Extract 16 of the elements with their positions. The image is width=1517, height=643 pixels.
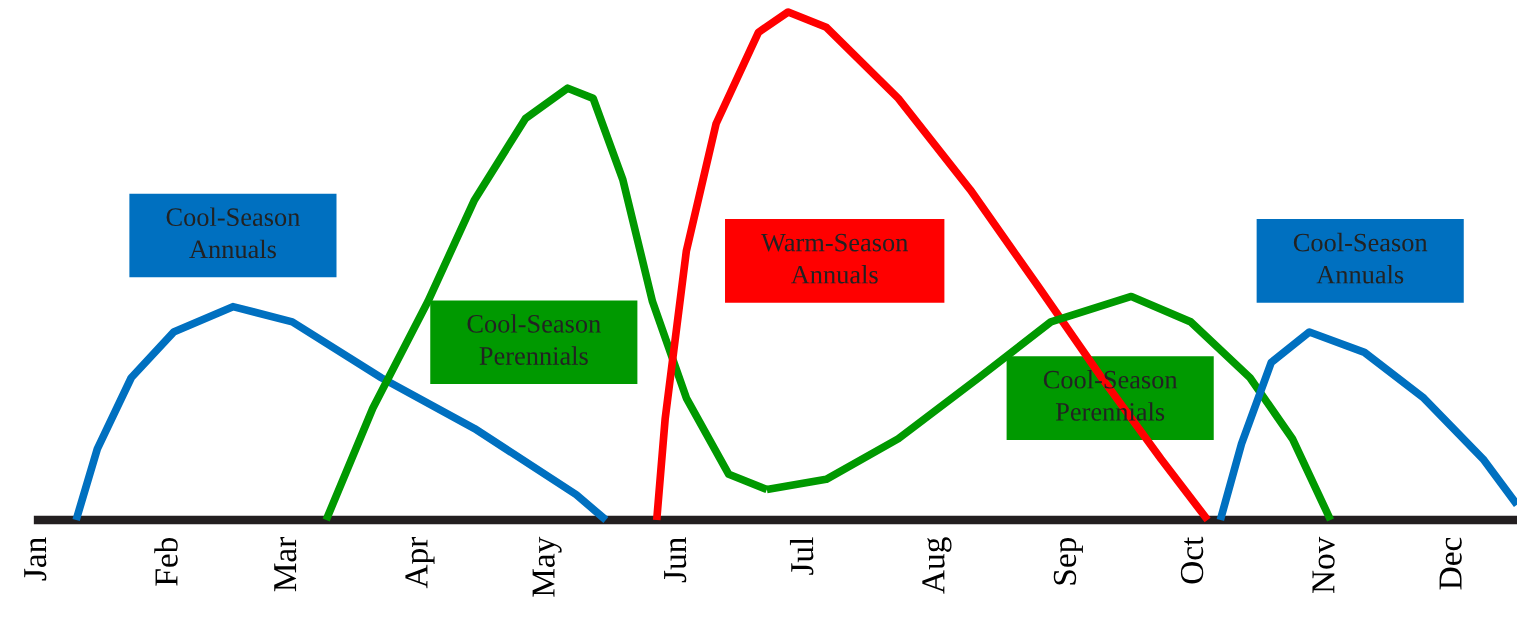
- x-tick-label: Nov: [1312, 536, 1335, 594]
- x-tick-label: Jul: [789, 537, 814, 575]
- x-tick-label: Feb: [154, 537, 178, 586]
- text: Warm-Season Annuals: [761, 233, 908, 284]
- text: Cool-Season Annuals: [166, 207, 300, 259]
- x-tick-label: Jan: [24, 537, 47, 581]
- x-tick-label: Jun: [664, 537, 687, 583]
- x-tick-label: Oct: [1180, 536, 1204, 584]
- x-tick-label: Dec: [1439, 537, 1462, 590]
- series-label: Cool-Season Perennials: [467, 314, 601, 365]
- x-tick-label: Mar: [274, 536, 297, 592]
- x-tick-label: Apr: [405, 536, 435, 589]
- x-tick-label: Sep: [1053, 537, 1083, 585]
- x-tick-label: Aug: [922, 537, 952, 594]
- x-tick-label: May: [532, 536, 562, 597]
- series-label: Cool-Season Annuals: [1293, 232, 1428, 284]
